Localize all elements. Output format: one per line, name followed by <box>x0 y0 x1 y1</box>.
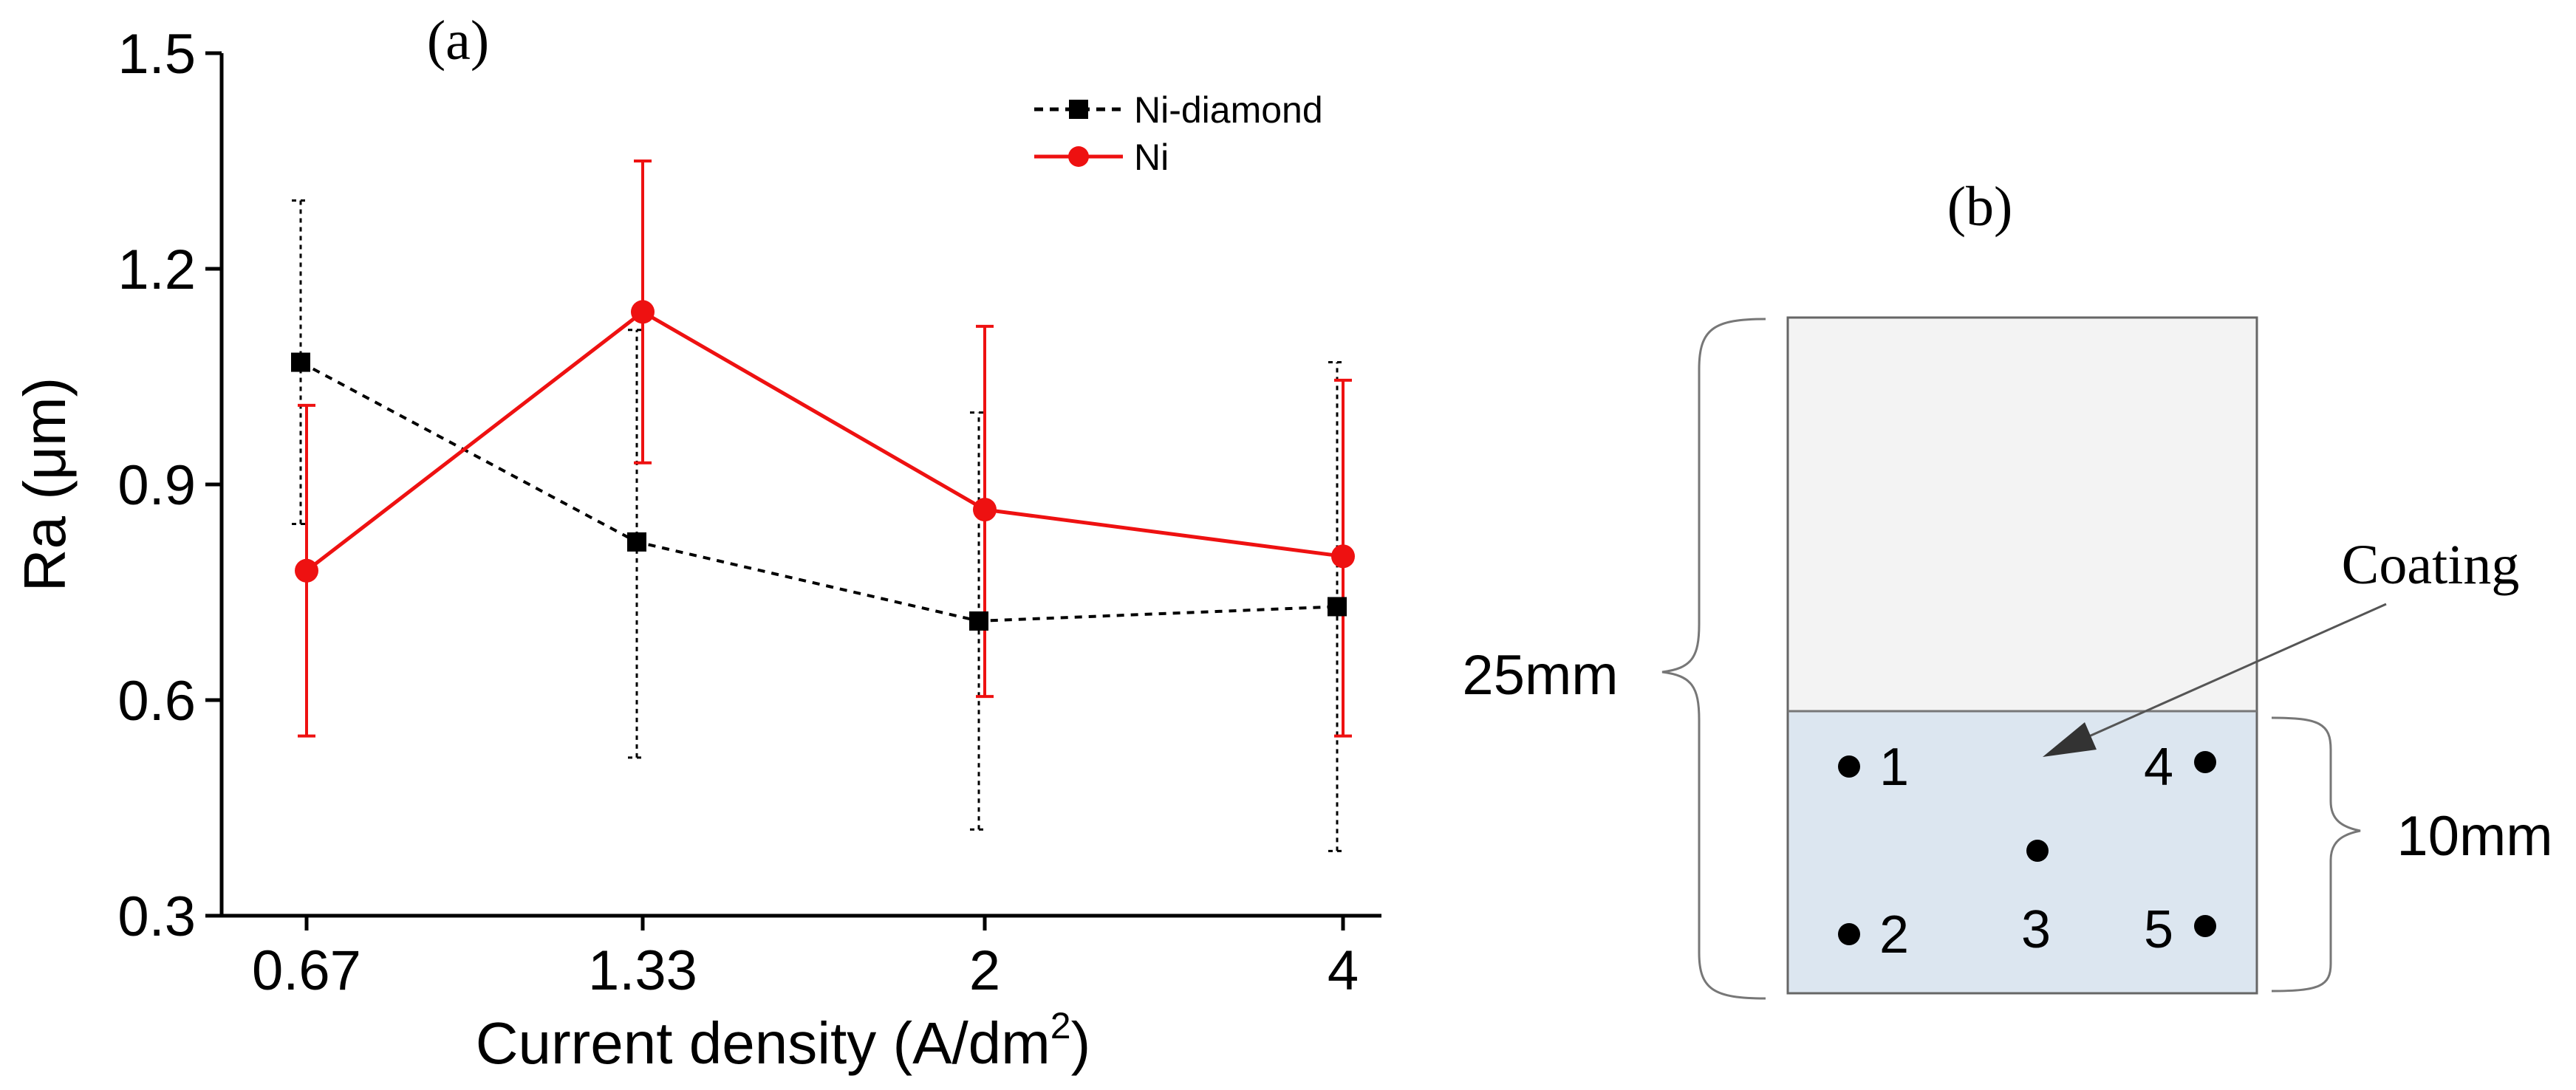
height-label-10mm: 10mm <box>2396 805 2552 868</box>
legend-item-ni-diamond: Ni-diamond <box>1034 89 1323 131</box>
coating-label: Coating <box>2342 534 2520 596</box>
error-bars-ni <box>298 160 1352 738</box>
x-tick-label: 2 <box>969 939 1000 1002</box>
y-tick-label: 1.5 <box>117 23 196 86</box>
x-axis-title-superscript: 2 <box>1050 1005 1071 1046</box>
measurement-dot-1 <box>1838 755 1860 778</box>
data-point-ni-diamond <box>627 532 646 552</box>
x-axis-title: Current density (A/dm2) <box>476 1005 1091 1076</box>
chart-panel-a: (a) 0.3 0.6 0.9 1.2 1.5 0.67 1.33 2 4 Current d… <box>12 10 1381 1076</box>
legend-item-ni: Ni <box>1034 137 1169 178</box>
x-tick-label: 1.33 <box>588 939 697 1002</box>
coating-arrow-shaft <box>2075 603 2387 744</box>
data-point-ni-diamond <box>1328 597 1347 617</box>
brace-25mm <box>1661 318 1766 1000</box>
series-layer <box>291 160 1355 852</box>
measurement-label-4: 4 <box>2144 738 2173 797</box>
measurement-point-5: 5 <box>2144 900 2216 959</box>
legend-label-ni: Ni <box>1134 137 1169 178</box>
diagram-panel-b: (b) 25mm 10mm Coating 1 2 3 4 <box>1462 176 2553 1000</box>
data-point-ni <box>631 300 655 324</box>
measurement-label-5: 5 <box>2144 900 2173 959</box>
measurement-label-2: 2 <box>1879 905 1909 964</box>
data-point-ni-diamond <box>291 352 310 372</box>
data-point-ni-diamond <box>969 611 988 631</box>
y-tick-label: 1.2 <box>117 239 196 301</box>
data-point-ni <box>1331 544 1355 569</box>
legend: Ni-diamond Ni <box>1034 89 1323 178</box>
height-label-25mm: 25mm <box>1462 644 1618 707</box>
x-tick-label: 4 <box>1328 939 1359 1002</box>
measurement-dot-4 <box>2194 751 2216 773</box>
y-tick-label: 0.3 <box>117 885 196 948</box>
y-tick-label: 0.9 <box>117 454 196 517</box>
measurement-dot-3 <box>2026 840 2049 862</box>
sample-outline <box>1786 316 2258 995</box>
x-tick-label: 0.67 <box>252 939 361 1002</box>
y-tick-label: 0.6 <box>117 670 196 733</box>
x-ticks: 0.67 1.33 2 4 <box>252 916 1359 1002</box>
measurement-point-3: 3 <box>2021 840 2051 959</box>
panel-label-a: (a) <box>427 10 489 72</box>
measurement-dot-2 <box>1838 923 1860 945</box>
legend-marker-ni <box>1068 146 1089 167</box>
data-point-ni <box>295 558 318 583</box>
measurement-point-2: 2 <box>1838 905 1909 964</box>
error-bars-ni-diamond <box>292 199 1346 852</box>
data-point-ni <box>973 498 997 522</box>
measurement-label-1: 1 <box>1879 738 1909 797</box>
series-line-ni-diamond <box>300 360 1338 623</box>
measurement-label-3: 3 <box>2021 900 2051 959</box>
coating-region <box>1788 711 2257 993</box>
series-line-ni <box>305 309 1344 572</box>
x-axis-title-main: Current density (A/dm <box>476 1010 1050 1076</box>
legend-label-ni-diamond: Ni-diamond <box>1134 89 1323 131</box>
measurement-point-1: 1 <box>1838 738 1909 797</box>
measurement-dot-5 <box>2194 915 2216 937</box>
x-axis-title-close: ) <box>1071 1010 1091 1076</box>
coating-arrow-head <box>2043 722 2097 757</box>
legend-marker-ni-diamond <box>1069 100 1088 119</box>
measurement-point-4: 4 <box>2144 738 2216 797</box>
y-ticks: 0.3 0.6 0.9 1.2 1.5 <box>117 23 222 948</box>
substrate-region <box>1788 318 2257 711</box>
panel-label-b: (b) <box>1947 176 2013 238</box>
y-axis-title: Ra (μm) <box>12 377 78 592</box>
brace-10mm <box>2271 716 2361 993</box>
